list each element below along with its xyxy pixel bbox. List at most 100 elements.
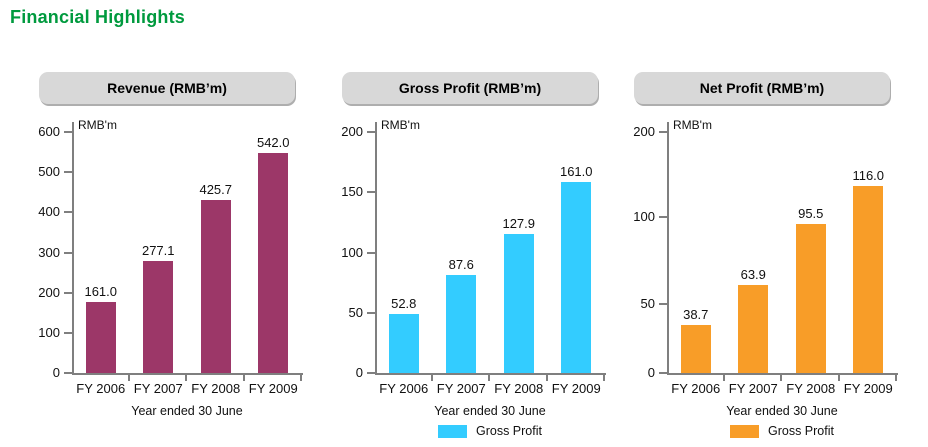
bar-value-label: 116.0 xyxy=(852,168,885,183)
y-tick xyxy=(64,372,72,374)
y-tick-label: 200 xyxy=(633,124,655,139)
y-tick xyxy=(659,303,667,306)
bar-fy-2007 xyxy=(738,285,769,373)
x-tick xyxy=(722,375,725,381)
x-tick xyxy=(837,375,840,381)
y-tick-label: 50 xyxy=(640,296,655,312)
y-tick-label: 100 xyxy=(633,208,655,224)
x-axis-line xyxy=(667,373,898,375)
chart-plot-area: RMB'm Year ended 30 June 0 100 200 300 400 50… xyxy=(22,110,312,442)
x-axis-title: Year ended 30 June xyxy=(131,404,243,418)
x-category-label: FY 2008 xyxy=(191,381,241,396)
x-category-label: FY 2007 xyxy=(436,381,486,396)
y-axis-unit-label: RMB'm xyxy=(381,118,420,132)
y-tick xyxy=(64,131,72,133)
y-tick xyxy=(64,251,72,254)
y-tick xyxy=(659,372,667,374)
net-profit-chart-panel: Net Profit (RMB’m) RMB'm Year ended 30 J… xyxy=(617,72,907,442)
x-tick xyxy=(780,375,782,381)
bar-value-label: 63.9 xyxy=(740,267,766,282)
x-category-label: FY 2008 xyxy=(786,381,836,396)
y-axis-line xyxy=(375,122,377,375)
x-category-label: FY 2007 xyxy=(728,381,778,396)
x-tick xyxy=(185,375,187,381)
chart-title: Net Profit (RMB’m) xyxy=(699,80,825,96)
y-tick xyxy=(367,131,375,133)
bar-value-label: 542.0 xyxy=(256,135,290,150)
y-tick-label: 0 xyxy=(647,365,655,380)
legend-swatch xyxy=(730,424,759,438)
x-category-label: FY 2008 xyxy=(494,381,544,396)
chart-header-band: Revenue (RMB’m) xyxy=(39,72,295,104)
chart-plot-area: RMB'm Year ended 30 June Gross Profit 0 5… xyxy=(325,110,615,442)
y-axis-unit-label: RMB'm xyxy=(673,118,712,132)
x-tick xyxy=(127,375,130,381)
x-axis-line xyxy=(375,373,606,375)
legend: Gross Profit xyxy=(375,424,605,438)
y-tick-label: 150 xyxy=(341,184,363,200)
y-tick xyxy=(367,311,375,314)
x-tick xyxy=(430,375,433,381)
bar-fy-2007 xyxy=(143,261,174,373)
x-axis-title: Year ended 30 June xyxy=(726,404,838,418)
x-tick xyxy=(603,375,605,381)
bar-fy-2009 xyxy=(853,186,884,373)
x-tick xyxy=(895,375,897,381)
x-category-label: FY 2009 xyxy=(248,381,298,396)
x-axis-line xyxy=(72,373,303,375)
bar-value-label: 38.7 xyxy=(683,307,709,322)
y-tick xyxy=(367,372,375,374)
chart-title: Revenue (RMB’m) xyxy=(107,80,227,96)
legend-label: Gross Profit xyxy=(768,424,834,438)
y-tick-label: 100 xyxy=(341,244,363,260)
bar-value-label: 161.0 xyxy=(84,284,118,299)
y-tick-label: 200 xyxy=(38,284,60,300)
bar-value-label: 161.0 xyxy=(559,164,593,179)
bar-value-label: 87.6 xyxy=(448,257,474,272)
bar-value-label: 425.7 xyxy=(199,182,233,197)
y-axis-line xyxy=(72,122,74,375)
y-tick xyxy=(64,291,72,294)
bar-fy-2008 xyxy=(795,224,826,373)
y-tick-label: 0 xyxy=(355,365,363,380)
revenue-chart-panel: Revenue (RMB’m) RMB'm Year ended 30 June… xyxy=(22,72,312,442)
y-tick-label: 0 xyxy=(52,365,60,380)
chart-header-band: Gross Profit (RMB’m) xyxy=(342,72,598,104)
bar-fy-2009 xyxy=(561,182,592,373)
bar-fy-2006 xyxy=(85,302,116,373)
y-tick xyxy=(367,191,375,194)
y-tick xyxy=(659,131,667,133)
y-tick-label: 50 xyxy=(348,304,363,320)
y-tick-label: 500 xyxy=(38,164,60,180)
y-tick-label: 600 xyxy=(38,124,60,139)
bar-value-label: 52.8 xyxy=(391,296,417,311)
x-category-label: FY 2006 xyxy=(671,381,721,396)
chart-plot-area: RMB'm Year ended 30 June Gross Profit 0 5… xyxy=(617,110,907,442)
bar-fy-2006 xyxy=(388,314,419,373)
x-category-label: FY 2007 xyxy=(133,381,183,396)
bar-fy-2008 xyxy=(200,200,231,373)
legend: Gross Profit xyxy=(667,424,897,438)
gross-profit-chart-panel: Gross Profit (RMB’m) RMB'm Year ended 30… xyxy=(325,72,615,442)
y-axis-unit-label: RMB'm xyxy=(78,118,117,132)
legend-label: Gross Profit xyxy=(476,424,542,438)
x-tick xyxy=(545,375,548,381)
y-tick-label: 300 xyxy=(38,244,60,260)
x-tick xyxy=(300,375,302,381)
y-tick xyxy=(64,211,72,214)
x-category-label: FY 2009 xyxy=(551,381,601,396)
x-tick xyxy=(488,375,490,381)
x-category-label: FY 2006 xyxy=(379,381,429,396)
bar-fy-2006 xyxy=(680,325,711,373)
bar-fy-2009 xyxy=(258,153,289,373)
bar-value-label: 127.9 xyxy=(502,216,536,231)
y-axis-line xyxy=(667,122,669,375)
y-tick xyxy=(64,331,72,334)
page-title: Financial Highlights xyxy=(10,7,186,27)
bar-fy-2007 xyxy=(446,275,477,373)
y-tick xyxy=(367,251,375,254)
legend-swatch xyxy=(438,424,467,438)
x-category-label: FY 2009 xyxy=(843,381,893,396)
chart-title: Gross Profit (RMB’m) xyxy=(398,80,542,96)
y-tick-label: 100 xyxy=(38,324,60,340)
